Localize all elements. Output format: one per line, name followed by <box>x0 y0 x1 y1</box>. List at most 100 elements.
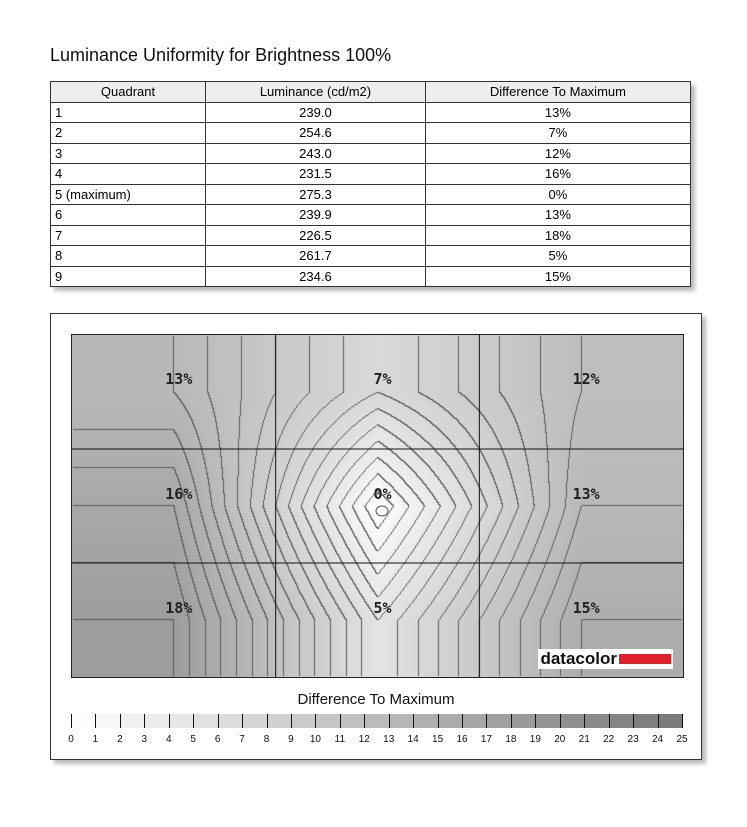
legend-tick <box>510 714 512 728</box>
quadrant-percent-label: 5% <box>373 599 392 617</box>
legend-tick-label: 2 <box>117 734 123 745</box>
legend-swatch <box>510 714 536 728</box>
luminance-table: Quadrant Luminance (cd/m2) Difference To… <box>49 81 692 287</box>
legend-tick <box>168 714 170 728</box>
quadrant-percent-label: 16% <box>165 484 193 503</box>
legend-swatch <box>535 714 560 728</box>
legend-tick-label: 20 <box>554 734 566 745</box>
quadrant-percent-label: 18% <box>165 599 193 617</box>
legend-tick <box>486 714 488 728</box>
quadrant-percent-label: 12% <box>572 370 600 388</box>
legend-swatch <box>290 714 316 728</box>
uniformity-chart: 13% 7% 12% 16% 0% 13% 18% 5% 15% datacolor Diffe… <box>50 313 702 760</box>
legend-tick-label: 9 <box>288 734 294 745</box>
legend-swatch <box>608 714 634 728</box>
legend-tick-label: 22 <box>603 734 615 745</box>
legend-tick <box>95 714 97 728</box>
legend-tick <box>437 714 439 728</box>
legend-tick-label: 6 <box>214 734 221 745</box>
legend-tick <box>413 714 415 728</box>
legend-swatch <box>657 714 682 728</box>
legend-swatch <box>437 714 463 728</box>
legend-tick-label: 10 <box>309 734 321 745</box>
luminance-cell: 254.6 <box>205 122 426 144</box>
difference-cell: 13% <box>424 101 692 123</box>
legend-tick-label: 24 <box>651 734 664 745</box>
quadrant-percent-label: 13% <box>165 370 193 388</box>
legend-tick-label: 11 <box>334 734 346 745</box>
quadrant-cell: 7 <box>49 224 207 246</box>
luminance-cell: 275.3 <box>205 183 426 205</box>
page-title: Luminance Uniformity for Brightness 100% <box>50 45 392 65</box>
difference-cell: 12% <box>424 142 692 164</box>
legend-tick <box>657 714 659 728</box>
legend-tick <box>71 714 72 728</box>
contour-overlay <box>72 335 683 677</box>
table-row: 3 243.0 12% <box>49 142 692 164</box>
quadrant-cell: 5 (maximum) <box>49 183 207 205</box>
quadrant-cell: 2 <box>49 122 207 144</box>
legend-swatch <box>217 714 243 728</box>
quadrant-percent-label: 0% <box>373 484 392 503</box>
legend-tick <box>242 714 244 728</box>
table-row: 5 (maximum) 275.3 0% <box>49 183 692 205</box>
luminance-cell: 231.5 <box>205 163 426 185</box>
table-row: 1 239.0 13% <box>49 101 692 123</box>
legend-tick-label: 21 <box>578 734 590 745</box>
peak-marker <box>375 505 389 517</box>
legend-tick <box>462 714 464 728</box>
luminance-cell: 261.7 <box>205 245 426 267</box>
legend-tick-label: 13 <box>383 734 395 745</box>
legend-tick-label: 4 <box>165 734 172 745</box>
color-scale-legend: 0 1 2 3 4 5 6 7 8 9 10 11 12 13 14 15 16 17 18 19 20 21 22 23 24… <box>68 714 688 745</box>
legend-tick <box>682 714 683 728</box>
legend-tick <box>144 714 146 728</box>
difference-cell: 0% <box>424 183 692 205</box>
legend-tick-label: 3 <box>141 734 148 745</box>
table-row: 8 261.7 5% <box>49 245 692 267</box>
legend-tick-label: 0 <box>68 734 74 745</box>
legend-tick-label: 18 <box>505 734 517 745</box>
legend-tick <box>559 714 561 728</box>
table-row: 2 254.6 7% <box>49 122 692 144</box>
table-row: 6 239.9 13% <box>49 204 692 226</box>
legend-tick-label: 8 <box>263 734 270 745</box>
luminance-cell: 239.0 <box>205 101 426 123</box>
legend-swatch <box>559 714 585 728</box>
legend-tick <box>388 714 390 728</box>
quadrant-cell: 3 <box>49 142 207 164</box>
difference-cell: 18% <box>424 224 692 246</box>
legend-swatch <box>364 714 389 728</box>
luminance-cell: 239.9 <box>205 204 426 226</box>
legend-tick-label: 5 <box>190 734 196 745</box>
legend-tick-label: 14 <box>407 734 419 745</box>
difference-cell: 7% <box>424 122 692 144</box>
legend-tick <box>315 714 317 728</box>
legend-tick <box>290 714 292 728</box>
quadrant-cell: 8 <box>49 245 207 267</box>
table-row: 7 226.5 18% <box>49 224 692 246</box>
quadrant-cell: 4 <box>49 163 207 185</box>
legend-tick-label: 12 <box>358 734 370 745</box>
luminance-cell: 226.5 <box>205 224 426 246</box>
legend-tick-label: 19 <box>529 734 541 745</box>
legend-swatch <box>633 714 658 728</box>
difference-cell: 13% <box>424 204 692 226</box>
legend-swatch <box>266 714 291 728</box>
legend-tick <box>193 714 195 728</box>
legend-tick <box>584 714 586 728</box>
legend-swatch <box>413 714 438 728</box>
legend-swatch <box>168 714 194 728</box>
quadrant-percent-label: 7% <box>373 370 392 388</box>
quadrant-cell: 1 <box>49 101 207 123</box>
difference-cell: 15% <box>424 265 692 287</box>
quadrant-percent-label: 15% <box>572 599 600 617</box>
legend-tick <box>266 714 268 728</box>
datacolor-logo: datacolor <box>538 649 673 669</box>
luminance-cell: 234.6 <box>205 265 426 287</box>
legend-swatch <box>315 714 340 728</box>
legend-title: Difference To Maximum <box>297 691 455 708</box>
quadrant-cell: 6 <box>49 204 207 226</box>
legend-swatch <box>584 714 609 728</box>
heatmap-plot: 13% 7% 12% 16% 0% 13% 18% 5% 15% datacolor <box>71 334 684 678</box>
